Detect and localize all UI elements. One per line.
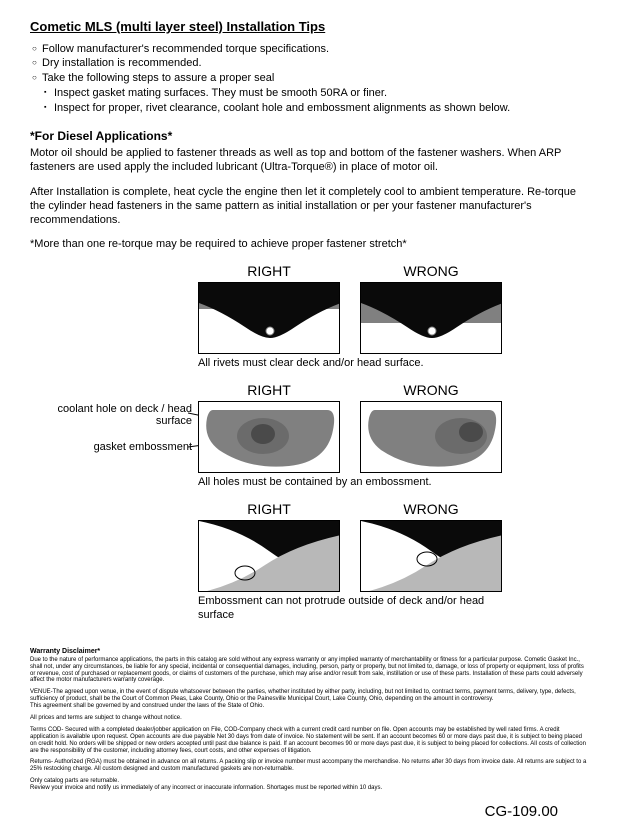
label-right: RIGHT bbox=[247, 262, 291, 281]
diagram-cell-wrong: WRONG bbox=[360, 262, 502, 354]
bullet-item: Dry installation is recommended. bbox=[32, 56, 588, 71]
diagrams: RIGHT WRONG bbox=[30, 262, 588, 629]
page-title: Cometic MLS (multi layer steel) Installa… bbox=[30, 18, 588, 36]
diagram-row: RIGHT WRONG bbox=[30, 262, 588, 377]
figure-rivet-wrong bbox=[360, 282, 502, 354]
diagram-cell-wrong: WRONG bbox=[360, 500, 502, 592]
sub-bullet-item: Inspect for proper, rivet clearance, coo… bbox=[44, 101, 588, 116]
disclaimer-text: Returns- Authorized (RGA) must be obtain… bbox=[30, 759, 588, 773]
figure-emboss-right bbox=[198, 520, 340, 592]
bullet-item: Take the following steps to assure a pro… bbox=[32, 71, 588, 86]
figure-rivet-right bbox=[198, 282, 340, 354]
annotation-gasket-embossment: gasket embossment bbox=[94, 441, 192, 453]
disclaimer-text: Terms COD- Secured with a completed deal… bbox=[30, 727, 588, 755]
figure-hole-wrong bbox=[360, 401, 502, 473]
label-wrong: WRONG bbox=[403, 262, 458, 281]
disclaimer-header: Warranty Disclaimer* bbox=[30, 647, 588, 656]
caption: Embossment can not protrude outside of d… bbox=[198, 594, 498, 624]
diagram-cell-right: RIGHT bbox=[198, 500, 340, 592]
diesel-header: *For Diesel Applications* bbox=[30, 128, 588, 144]
diagram-row: RIGHT WRONG bbox=[30, 500, 588, 630]
label-right: RIGHT bbox=[247, 500, 291, 519]
diesel-note: *More than one re-torque may be required… bbox=[30, 237, 588, 252]
caption: All holes must be contained by an emboss… bbox=[198, 475, 502, 490]
diagram-cell-right: RIGHT bbox=[198, 262, 340, 354]
caption: All rivets must clear deck and/or head s… bbox=[198, 356, 502, 371]
disclaimer-text: Only catalog parts are returnable. Revie… bbox=[30, 778, 588, 792]
figure-hole-right bbox=[198, 401, 340, 473]
diagram-cell-wrong: WRONG bbox=[360, 381, 502, 473]
label-wrong: WRONG bbox=[403, 500, 458, 519]
annotation-coolant-hole: coolant hole on deck / head surface bbox=[30, 403, 192, 427]
bullet-list: Follow manufacturer's recommended torque… bbox=[30, 42, 588, 87]
label-right: RIGHT bbox=[247, 381, 291, 400]
sub-bullet-item: Inspect gasket mating surfaces. They mus… bbox=[44, 86, 588, 101]
disclaimer-text: Due to the nature of performance applica… bbox=[30, 657, 588, 685]
sub-bullet-list: Inspect gasket mating surfaces. They mus… bbox=[30, 86, 588, 116]
disclaimer-text: All prices and terms are subject to chan… bbox=[30, 715, 588, 722]
label-wrong: WRONG bbox=[403, 381, 458, 400]
bullet-item: Follow manufacturer's recommended torque… bbox=[32, 42, 588, 57]
diesel-para: Motor oil should be applied to fastener … bbox=[30, 146, 588, 175]
diesel-para: After Installation is complete, heat cyc… bbox=[30, 185, 588, 228]
diagram-cell-right: RIGHT bbox=[198, 381, 340, 473]
disclaimer-text: VENUE-The agreed upon venue, in the even… bbox=[30, 689, 588, 710]
diagram-row: coolant hole on deck / head surface gask… bbox=[30, 381, 588, 496]
page-footer: CG-109.00 bbox=[30, 802, 588, 822]
figure-emboss-wrong bbox=[360, 520, 502, 592]
